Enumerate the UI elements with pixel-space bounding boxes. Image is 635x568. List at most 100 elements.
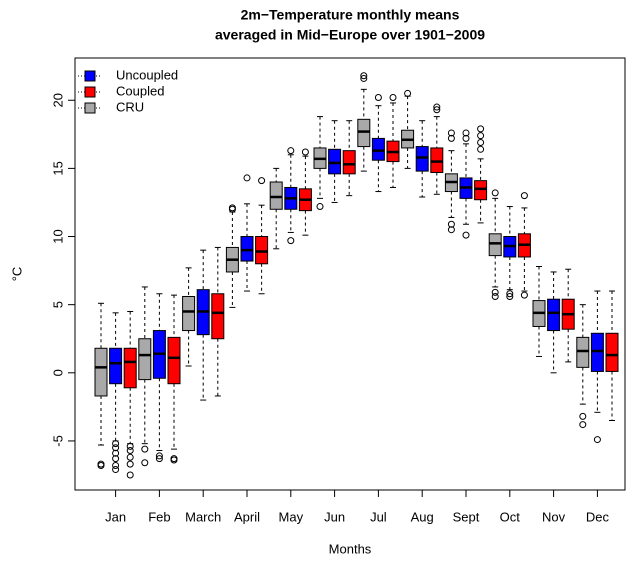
- box: [94, 347, 108, 397]
- y-tick-label: 10: [50, 229, 65, 243]
- outlier: [520, 192, 528, 200]
- outlier: [477, 132, 485, 140]
- outlier: [112, 461, 120, 469]
- outlier: [155, 452, 163, 460]
- x-tick-label: Nov: [542, 509, 566, 524]
- outlier: [491, 292, 499, 300]
- outlier: [462, 129, 470, 137]
- legend-label: Uncoupled: [116, 67, 178, 82]
- box: [547, 298, 561, 332]
- outlier: [506, 292, 514, 300]
- outlier: [141, 445, 149, 453]
- outlier: [477, 145, 485, 153]
- outlier: [228, 204, 236, 212]
- outlier: [462, 231, 470, 239]
- box: [342, 150, 356, 175]
- outlier: [447, 220, 455, 228]
- outlier: [579, 412, 587, 420]
- outlier: [433, 103, 441, 111]
- y-tick-label: 20: [50, 93, 65, 107]
- outlier: [112, 440, 120, 448]
- outlier: [112, 444, 120, 452]
- box: [211, 293, 225, 340]
- outlier: [491, 189, 499, 197]
- outlier: [374, 94, 382, 102]
- outlier: [447, 134, 455, 142]
- x-tick-label: May: [279, 509, 304, 524]
- box: [138, 338, 152, 381]
- outlier: [126, 460, 134, 468]
- outlier: [447, 129, 455, 137]
- outlier: [477, 138, 485, 146]
- y-tick-label: 5: [50, 301, 65, 308]
- legend-swatch: [84, 102, 96, 114]
- box: [357, 118, 371, 148]
- box: [167, 336, 181, 385]
- x-tick-label: Sept: [453, 509, 480, 524]
- legend-label: CRU: [116, 99, 144, 114]
- y-tick-label: 15: [50, 161, 65, 175]
- outlier: [287, 147, 295, 155]
- x-tick-label: Dec: [586, 509, 610, 524]
- y-tick-label: 0: [50, 369, 65, 376]
- x-tick-label: March: [185, 509, 221, 524]
- box: [328, 148, 342, 175]
- box: [255, 236, 269, 265]
- outlier: [112, 449, 120, 457]
- outlier: [477, 125, 485, 133]
- outlier: [491, 288, 499, 296]
- x-tick-label: Aug: [411, 509, 434, 524]
- outlier: [360, 72, 368, 80]
- chart-title: averaged in Mid−Europe over 1901−2009: [215, 27, 485, 43]
- plot-frame: [74, 57, 626, 491]
- outlier: [506, 290, 514, 298]
- box: [269, 181, 283, 210]
- outlier: [447, 226, 455, 234]
- outlier: [462, 134, 470, 142]
- outlier: [258, 177, 266, 185]
- outlier: [126, 442, 134, 450]
- outlier: [404, 89, 412, 97]
- outlier: [287, 237, 295, 245]
- box: [474, 180, 488, 201]
- x-tick-label: April: [234, 509, 260, 524]
- outlier: [126, 453, 134, 461]
- box: [415, 146, 429, 172]
- chart-title: 2m−Temperature monthly means: [241, 7, 460, 23]
- box: [605, 332, 619, 372]
- x-axis-label: Months: [329, 541, 372, 556]
- outlier: [112, 466, 120, 474]
- box: [371, 137, 385, 161]
- outlier: [141, 459, 149, 467]
- outlier: [170, 456, 178, 464]
- legend-swatch: [84, 70, 96, 82]
- legend-swatch: [84, 86, 96, 98]
- outlier: [97, 461, 105, 469]
- outlier: [126, 471, 134, 479]
- outlier: [433, 106, 441, 114]
- outlier: [243, 174, 251, 182]
- box: [576, 336, 590, 368]
- x-tick-label: Jul: [370, 509, 387, 524]
- x-tick-label: Feb: [148, 509, 170, 524]
- box: [182, 295, 196, 332]
- box: [109, 347, 123, 385]
- outlier: [316, 203, 324, 211]
- outlier: [593, 436, 601, 444]
- outlier: [112, 455, 120, 463]
- box: [240, 236, 254, 262]
- box: [123, 347, 137, 389]
- outlier: [126, 446, 134, 454]
- x-tick-label: Jan: [105, 509, 126, 524]
- outlier: [155, 455, 163, 463]
- box: [488, 233, 502, 257]
- legend-label: Coupled: [116, 83, 164, 98]
- x-tick-label: Jun: [324, 509, 345, 524]
- box: [430, 147, 444, 173]
- outlier: [520, 291, 528, 299]
- y-tick-label: -5: [50, 435, 65, 447]
- outlier: [301, 148, 309, 156]
- box: [590, 332, 604, 372]
